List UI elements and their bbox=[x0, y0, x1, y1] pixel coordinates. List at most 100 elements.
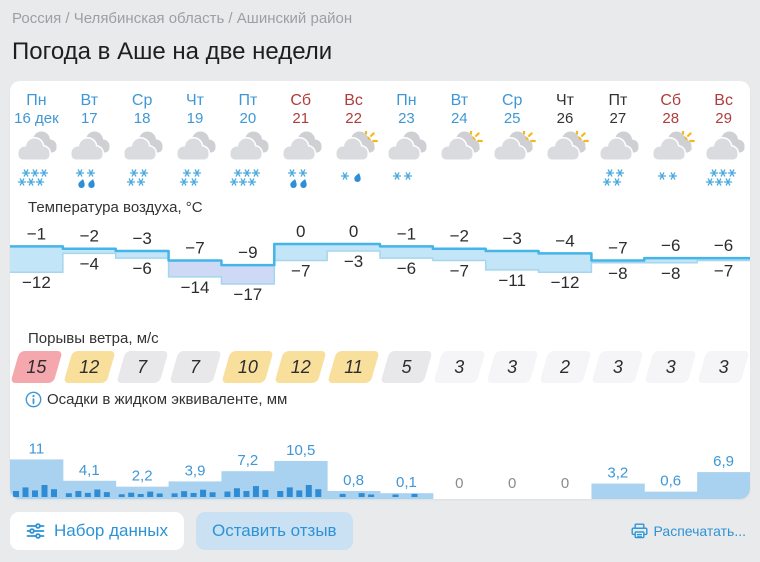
precip-value-label: 0,6 bbox=[660, 473, 681, 490]
day-column[interactable]: Пт 20 bbox=[221, 91, 274, 128]
dataset-button[interactable]: Набор данных bbox=[10, 512, 184, 550]
wind-gust-cell: 12 bbox=[63, 351, 116, 384]
day-column[interactable]: Вт 17 bbox=[63, 91, 116, 128]
wind-gust-cell: 10 bbox=[221, 351, 274, 384]
temp-max-value: 0 bbox=[349, 222, 358, 241]
day-name: Вт bbox=[450, 92, 469, 109]
temp-min-value: −11 bbox=[498, 271, 526, 290]
day-column[interactable]: Сб 28 bbox=[644, 91, 697, 128]
day-column[interactable]: Сб 21 bbox=[274, 91, 327, 128]
page-header: Россия / Челябинская область / Ашинский … bbox=[0, 0, 760, 66]
wind-gust-value: 3 bbox=[507, 356, 518, 377]
print-link-label: Распечатать... bbox=[653, 523, 746, 539]
day-date: 26 bbox=[556, 110, 574, 128]
wind-gust-cell: 3 bbox=[591, 351, 644, 384]
wind-gust-cell: 3 bbox=[644, 351, 697, 384]
weather-icon-cell bbox=[221, 131, 274, 193]
precip-value-label: 2,2 bbox=[132, 468, 153, 485]
day-column[interactable]: Чт 19 bbox=[169, 91, 222, 128]
cloud-heavy-snow-icon bbox=[228, 131, 269, 186]
precip-value-label: 3,2 bbox=[607, 465, 628, 482]
day-name: Сб bbox=[660, 92, 682, 109]
wind-gust-cell: 2 bbox=[539, 351, 592, 384]
day-date: 21 bbox=[292, 110, 310, 128]
wind-gust-value: 5 bbox=[401, 356, 412, 377]
wind-gust-value: 3 bbox=[718, 356, 729, 377]
temp-max-value: −2 bbox=[80, 227, 99, 246]
weather-icon-cell bbox=[169, 131, 222, 193]
day-column[interactable]: Вт 24 bbox=[433, 91, 486, 128]
feedback-button[interactable]: Оставить отзыв bbox=[195, 512, 353, 550]
temp-min-value: −7 bbox=[714, 262, 733, 281]
temp-min-value: −6 bbox=[132, 259, 151, 278]
day-column[interactable]: Вс 22 bbox=[327, 91, 380, 128]
sun-cloud-sleet-icon bbox=[334, 131, 378, 183]
day-column[interactable]: Чт 26 bbox=[539, 91, 592, 128]
cloud-heavy-snow-icon bbox=[704, 131, 745, 186]
day-name: Чт bbox=[556, 92, 575, 109]
day-date: 27 bbox=[609, 110, 627, 128]
day-date: 29 bbox=[715, 110, 732, 128]
weather-icon-cell bbox=[327, 131, 380, 193]
wind-gust-cell: 12 bbox=[274, 351, 327, 384]
day-name: Чт bbox=[186, 92, 204, 109]
day-date: 17 bbox=[80, 110, 98, 128]
page-title: Погода в Аше на две недели bbox=[12, 38, 333, 65]
day-name: Пн bbox=[26, 92, 47, 109]
cloud-snow-icon bbox=[176, 131, 216, 186]
temp-max-value: −9 bbox=[238, 243, 257, 262]
temp-max-value: −3 bbox=[132, 229, 151, 248]
day-date: 25 bbox=[503, 110, 521, 128]
temp-min-value: −6 bbox=[397, 259, 416, 278]
temp-min-value: −7 bbox=[291, 262, 310, 281]
wind-gust-value: 7 bbox=[137, 356, 148, 377]
day-column[interactable]: Пт 27 bbox=[591, 91, 644, 128]
temp-max-value: −6 bbox=[661, 236, 680, 255]
weather-icon-cell bbox=[539, 131, 592, 193]
day-column[interactable]: Ср 18 bbox=[116, 91, 169, 128]
breadcrumb-separator: / bbox=[224, 10, 237, 27]
day-name: Пт bbox=[608, 92, 628, 109]
precip-value-label: 6,9 bbox=[713, 453, 734, 470]
day-date: 23 bbox=[398, 110, 415, 128]
wind-gust-value: 10 bbox=[237, 356, 258, 377]
breadcrumb-link[interactable]: Ашинский район bbox=[236, 10, 353, 27]
temperature-section-label: Температура воздуха, °C bbox=[28, 199, 203, 217]
weather-icons-row bbox=[10, 131, 750, 193]
temp-max-value: 0 bbox=[296, 222, 305, 241]
sun-cloud-icon bbox=[493, 131, 537, 162]
precip-value-label: 0 bbox=[508, 475, 516, 492]
precip-value-label: 4,1 bbox=[79, 462, 100, 479]
wind-gust-value: 2 bbox=[560, 356, 571, 377]
day-column[interactable]: Вс 29 bbox=[697, 91, 750, 128]
wind-gust-cell: 3 bbox=[486, 351, 539, 384]
breadcrumb-link[interactable]: Россия bbox=[12, 10, 62, 27]
day-date: 24 bbox=[450, 110, 468, 128]
print-link[interactable]: Распечатать... bbox=[631, 523, 746, 539]
day-name: Вт bbox=[80, 92, 99, 109]
wind-gust-value: 3 bbox=[454, 356, 465, 377]
day-column[interactable]: Ср 25 bbox=[486, 91, 539, 128]
weather-icon-cell bbox=[274, 131, 327, 193]
weather-icon-cell bbox=[63, 131, 116, 193]
day-column[interactable]: Пн 16 дек bbox=[10, 91, 63, 128]
precip-value-label: 0,8 bbox=[343, 472, 364, 489]
breadcrumb: Россия / Челябинская область / Ашинский … bbox=[12, 10, 746, 27]
breadcrumb-separator: / bbox=[61, 10, 74, 27]
precipitation-section-label: Осадки в жидком эквиваленте, мм bbox=[47, 391, 288, 409]
wind-section-label: Порывы ветра, м/с bbox=[28, 330, 159, 348]
day-name: Пт bbox=[238, 92, 258, 109]
wind-gust-value: 12 bbox=[290, 356, 311, 377]
breadcrumb-link[interactable]: Челябинская область bbox=[73, 10, 225, 27]
temp-max-value: −7 bbox=[608, 239, 627, 258]
cloud-sleet-icon bbox=[70, 131, 110, 189]
cloud-sleet-icon bbox=[281, 131, 322, 189]
info-icon[interactable] bbox=[25, 391, 42, 408]
temp-min-value: −14 bbox=[181, 278, 210, 297]
temp-min-value: −7 bbox=[450, 262, 469, 281]
day-column[interactable]: Пн 23 bbox=[380, 91, 433, 128]
feedback-button-label: Оставить отзыв bbox=[211, 521, 337, 540]
wind-gusts-row: 15 12 7 7 10 12 11 5 3 3 2 3 3 3 bbox=[10, 351, 750, 384]
temp-min-value: −3 bbox=[344, 252, 363, 271]
weather-icon-cell bbox=[486, 131, 539, 193]
